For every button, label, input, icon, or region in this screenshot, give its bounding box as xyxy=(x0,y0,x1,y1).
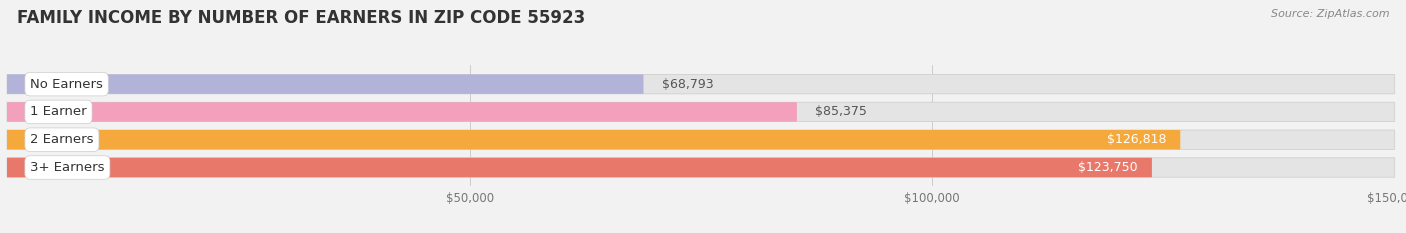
Text: $68,793: $68,793 xyxy=(662,78,714,91)
Text: $123,750: $123,750 xyxy=(1078,161,1137,174)
FancyBboxPatch shape xyxy=(7,130,1395,149)
Text: $126,818: $126,818 xyxy=(1107,133,1167,146)
FancyBboxPatch shape xyxy=(7,74,1395,94)
FancyBboxPatch shape xyxy=(7,102,797,122)
FancyBboxPatch shape xyxy=(7,158,1152,177)
FancyBboxPatch shape xyxy=(7,158,1395,177)
Text: 1 Earner: 1 Earner xyxy=(30,105,87,118)
Text: 2 Earners: 2 Earners xyxy=(30,133,94,146)
Text: 3+ Earners: 3+ Earners xyxy=(30,161,104,174)
FancyBboxPatch shape xyxy=(7,130,1180,149)
Text: No Earners: No Earners xyxy=(30,78,103,91)
Text: Source: ZipAtlas.com: Source: ZipAtlas.com xyxy=(1271,9,1389,19)
FancyBboxPatch shape xyxy=(7,102,1395,122)
Text: FAMILY INCOME BY NUMBER OF EARNERS IN ZIP CODE 55923: FAMILY INCOME BY NUMBER OF EARNERS IN ZI… xyxy=(17,9,585,27)
FancyBboxPatch shape xyxy=(7,74,644,94)
Text: $85,375: $85,375 xyxy=(815,105,868,118)
